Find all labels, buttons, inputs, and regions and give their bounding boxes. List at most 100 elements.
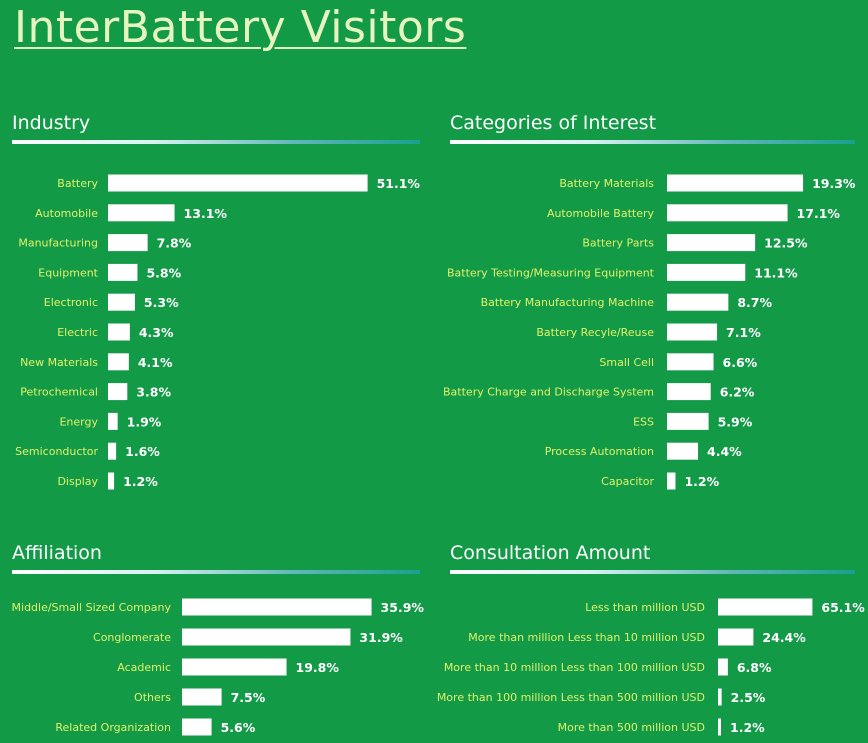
categories-bar [667,472,676,490]
industry-value-label: 3.8% [136,385,171,400]
industry-category-label: Petrochemical [20,386,98,399]
industry-title-rule [12,140,420,144]
industry-value-label: 5.8% [146,265,181,280]
consultation-category-label: More than million Less than 10 million U… [468,631,705,644]
affiliation-value-label: 7.5% [231,690,266,705]
industry-bar [108,412,118,430]
industry-value-label: 13.1% [184,206,228,221]
industry-bar [108,353,129,371]
industry-bar [108,293,135,311]
consultation-value-label: 1.2% [730,720,765,735]
categories-category-label: Small Cell [599,356,654,369]
categories-category-label: Battery Parts [582,237,654,250]
categories-bar [667,323,718,341]
industry-category-label: Battery [57,177,98,190]
categories-bar [667,263,746,281]
consultation-value-label: 6.8% [737,660,772,675]
industry-category-label: New Materials [20,356,98,369]
consultation-bar [718,628,754,646]
categories-category-label: Battery Manufacturing Machine [481,296,655,309]
affiliation-value-label: 19.8% [296,660,340,675]
categories-value-label: 17.1% [797,206,841,221]
page-title: InterBattery Visitors [14,2,467,53]
affiliation-category-label: Related Organization [55,721,171,734]
affiliation-bar [182,658,287,676]
consultation-panel: Consultation Amount [450,542,860,742]
categories-value-label: 5.9% [718,414,753,429]
categories-value-label: 11.1% [754,265,798,280]
industry-category-label: Equipment [38,266,98,279]
categories-category-label: Battery Materials [559,177,654,190]
industry-value-label: 1.6% [125,444,160,459]
consultation-value-label: 24.4% [762,630,806,645]
industry-bar [108,263,138,281]
industry-value-label: 1.9% [127,414,162,429]
categories-value-label: 12.5% [764,236,808,251]
consultation-bar [718,718,721,736]
categories-category-label: ESS [633,415,654,428]
industry-value-label: 7.8% [157,236,192,251]
consultation-value-label: 65.1% [821,600,865,615]
categories-value-label: 7.1% [726,325,761,340]
industry-bar [108,442,117,460]
categories-panel: Categories of Interest [450,112,860,502]
industry-bar [108,383,128,401]
affiliation-value-label: 35.9% [381,600,425,615]
categories-value-label: 4.4% [707,444,742,459]
industry-bar [108,174,368,192]
affiliation-title-rule [12,570,420,574]
categories-value-label: 19.3% [812,176,856,191]
affiliation-value-label: 31.9% [359,630,403,645]
categories-bar [667,293,729,311]
industry-value-label: 4.1% [138,355,173,370]
categories-bar [667,353,714,371]
categories-bar [667,412,709,430]
affiliation-panel-title: Affiliation [12,542,102,564]
categories-bar [667,234,756,252]
affiliation-panel: Affiliation [12,542,432,742]
consultation-category-label: More than 500 million USD [558,721,705,734]
consultation-category-label: Less than million USD [585,601,705,614]
industry-panel: Industry [12,112,432,502]
categories-value-label: 6.2% [720,385,755,400]
industry-category-label: Energy [59,415,98,428]
categories-panel-title: Categories of Interest [450,112,657,134]
industry-panel-title: Industry [12,112,91,134]
categories-title-rule [450,140,855,144]
industry-category-label: Automobile [35,207,98,220]
industry-value-label: 5.3% [144,295,179,310]
categories-category-label: Battery Charge and Discharge System [443,386,654,399]
consultation-category-label: More than 100 million Less than 500 mill… [437,691,705,704]
affiliation-category-label: Middle/Small Sized Company [12,601,172,614]
consultation-title-rule [450,570,855,574]
industry-category-label: Electric [57,326,98,339]
categories-value-label: 6.6% [723,355,758,370]
categories-value-label: 1.2% [684,474,719,489]
affiliation-bar [182,598,372,616]
affiliation-bar [182,688,222,706]
categories-value-label: 8.7% [737,295,772,310]
consultation-bar [718,598,813,616]
affiliation-category-label: Academic [117,661,171,674]
industry-value-label: 4.3% [139,325,174,340]
consultation-panel-title: Consultation Amount [450,542,651,564]
industry-category-label: Semiconductor [15,445,98,458]
affiliation-category-label: Others [134,691,171,704]
industry-category-label: Manufacturing [18,237,98,250]
industry-category-label: Display [57,475,98,488]
categories-category-label: Automobile Battery [547,207,655,220]
consultation-bar [718,688,722,706]
industry-value-label: 51.1% [377,176,421,191]
industry-value-label: 1.2% [123,474,158,489]
categories-category-label: Battery Testing/Measuring Equipment [447,266,655,279]
categories-bar [667,442,699,460]
industry-bar [108,204,175,222]
industry-bar [108,323,130,341]
industry-category-label: Electronic [44,296,98,309]
industry-bar [108,234,148,252]
consultation-bar [718,658,728,676]
categories-bar [667,204,788,222]
consultation-category-label: More than 10 million Less than 100 milli… [444,661,705,674]
